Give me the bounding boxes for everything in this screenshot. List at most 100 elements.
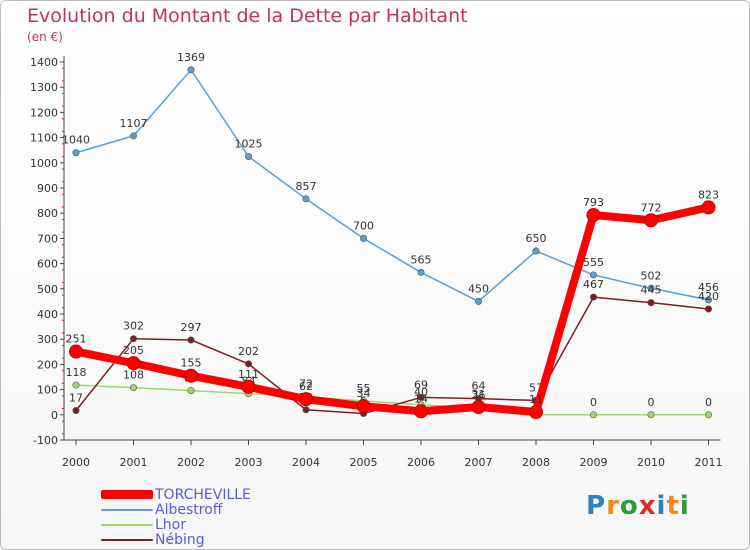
- data-label-nbing: 297: [181, 321, 202, 334]
- data-point-nbing: [417, 393, 425, 401]
- data-point-nbing: [130, 335, 138, 343]
- legend-item: Nébing: [101, 532, 205, 547]
- x-tick-label: 2000: [62, 456, 90, 469]
- y-tick-label: 200: [37, 358, 58, 371]
- data-label-nbing: 302: [123, 320, 144, 333]
- data-label-albestroff: 456: [698, 281, 719, 294]
- data-label-torcheville: 205: [123, 344, 144, 357]
- x-tick-label: 2004: [292, 456, 320, 469]
- legend-swatch: [101, 490, 153, 499]
- chart-title: Evolution du Montant de la Dette par Hab…: [27, 5, 468, 27]
- data-label-lhor: 118: [66, 366, 87, 379]
- data-point-torcheville: [356, 399, 371, 414]
- data-label-albestroff: 1025: [235, 138, 263, 151]
- data-label-lhor: 40: [414, 386, 428, 399]
- data-point-albestroff: [302, 195, 310, 203]
- data-label-nbing: 202: [238, 345, 259, 358]
- data-label-lhor: 108: [123, 369, 144, 382]
- data-label-albestroff: 565: [411, 253, 432, 266]
- data-label-nbing: 445: [641, 284, 662, 297]
- legend-item: Lhor: [101, 517, 186, 532]
- legend-label: Lhor: [155, 516, 186, 533]
- x-tick-label: 2006: [407, 456, 435, 469]
- y-tick-label: 1400: [30, 56, 58, 69]
- y-tick-label: 500: [37, 283, 58, 296]
- data-point-albestroff: [130, 132, 138, 140]
- chart-subtitle: (en €): [27, 30, 63, 44]
- data-label-lhor: 72: [299, 378, 313, 391]
- data-point-nbing: [72, 407, 80, 415]
- data-label-torcheville: 793: [583, 196, 604, 209]
- data-label-lhor: 0: [590, 396, 597, 409]
- data-point-torcheville: [299, 392, 313, 407]
- x-tick-label: 2001: [120, 456, 148, 469]
- y-tick-label: 300: [37, 333, 58, 346]
- data-point-torcheville: [644, 213, 658, 228]
- legend-swatch: [101, 523, 153, 526]
- y-tick-label: 100: [37, 384, 58, 397]
- data-point-torcheville: [414, 404, 428, 419]
- data-label-albestroff: 857: [296, 180, 317, 193]
- y-tick-label: 1100: [30, 132, 58, 145]
- data-label-nbing: 17: [69, 392, 83, 405]
- legend-swatch: [101, 538, 153, 541]
- data-label-torcheville: 823: [698, 188, 719, 201]
- y-tick-label: 1300: [30, 81, 58, 94]
- data-point-albestroff: [589, 271, 597, 279]
- legend-label: TORCHEVILLE: [155, 486, 251, 503]
- x-tick-label: 2008: [522, 456, 550, 469]
- series-line-nbing: [75, 296, 710, 415]
- data-point-nbing: [245, 360, 253, 368]
- data-point-albestroff: [245, 153, 253, 161]
- data-label-torcheville: 31: [472, 388, 486, 401]
- data-label-torcheville: 34: [357, 387, 371, 400]
- data-label-nbing: 467: [583, 278, 604, 291]
- x-tick-label: 2011: [695, 456, 723, 469]
- legend-swatch: [101, 508, 153, 511]
- legend-item: Albestroff: [101, 502, 222, 517]
- data-point-nbing: [589, 293, 597, 301]
- data-point-lhor: [704, 411, 712, 419]
- data-label-lhor: 0: [648, 396, 655, 409]
- data-label-torcheville: 14: [414, 392, 428, 405]
- data-point-albestroff: [647, 284, 655, 292]
- legend-item: TORCHEVILLE: [101, 487, 251, 502]
- data-point-torcheville: [471, 399, 486, 414]
- data-label-torcheville: 62: [299, 380, 313, 393]
- y-tick-label: 1000: [30, 157, 58, 170]
- data-point-torcheville: [241, 379, 256, 394]
- series-line-albestroff: [75, 69, 710, 303]
- data-point-torcheville: [126, 356, 141, 371]
- y-tick-label: 400: [37, 308, 58, 321]
- data-point-nbing: [187, 336, 195, 344]
- data-point-albestroff: [417, 268, 425, 276]
- proxiti-logo: Proxiti: [586, 491, 690, 521]
- y-tick-label: 1200: [30, 106, 58, 119]
- data-point-torcheville: [701, 200, 716, 215]
- data-point-torcheville: [69, 344, 83, 359]
- y-tick-label: 600: [37, 258, 58, 271]
- data-point-albestroff: [704, 296, 712, 304]
- data-point-lhor: [647, 411, 655, 419]
- data-point-lhor: [187, 387, 195, 395]
- data-point-nbing: [302, 406, 310, 414]
- data-label-albestroff: 450: [468, 282, 489, 295]
- data-label-albestroff: 1040: [62, 134, 90, 147]
- data-point-albestroff: [72, 149, 80, 157]
- data-point-albestroff: [532, 247, 540, 255]
- data-label-albestroff: 555: [583, 256, 604, 269]
- y-tick-label: 900: [37, 182, 58, 195]
- data-label-lhor: 55: [357, 382, 371, 395]
- data-label-torcheville: 111: [238, 368, 259, 381]
- data-point-albestroff: [474, 297, 482, 305]
- x-tick-label: 2003: [235, 456, 263, 469]
- data-point-torcheville: [586, 207, 601, 222]
- data-point-lhor: [589, 411, 597, 419]
- data-label-nbing: 69: [414, 378, 428, 391]
- data-point-albestroff: [359, 234, 367, 242]
- data-label-nbing: 64: [472, 380, 486, 393]
- x-tick-label: 2002: [177, 456, 205, 469]
- data-point-torcheville: [184, 368, 198, 383]
- data-label-torcheville: 155: [181, 357, 202, 370]
- data-point-nbing: [647, 299, 655, 307]
